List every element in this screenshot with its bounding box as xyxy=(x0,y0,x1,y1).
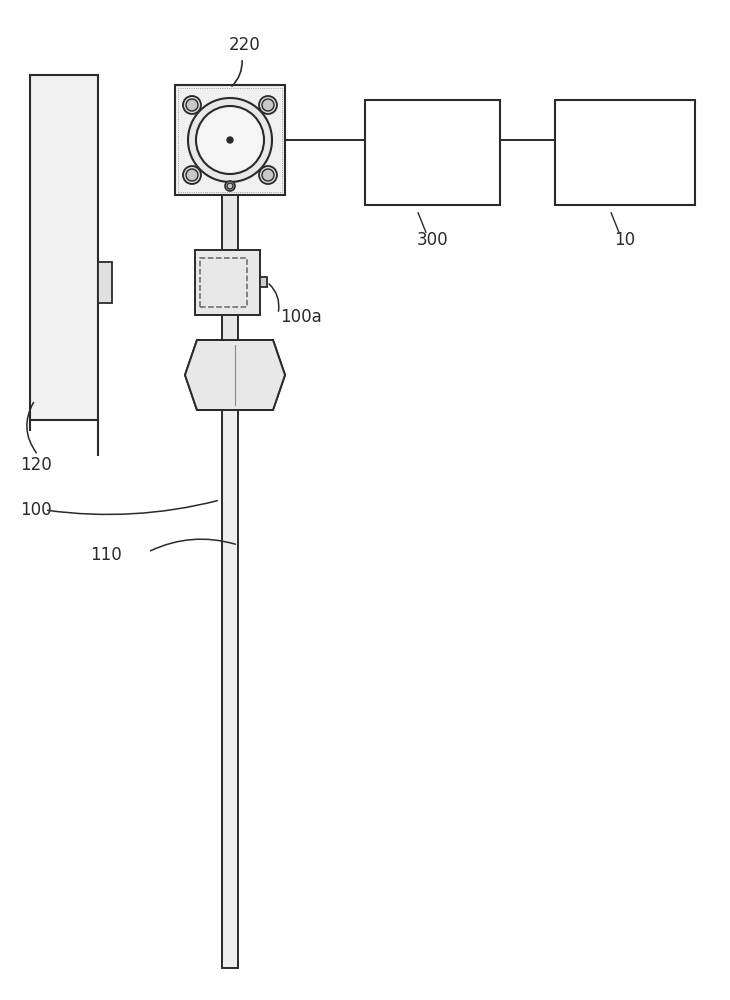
Bar xyxy=(200,258,247,307)
Bar xyxy=(555,100,695,205)
Circle shape xyxy=(186,99,198,111)
Text: 120: 120 xyxy=(20,456,52,474)
Bar xyxy=(260,277,267,287)
Bar xyxy=(222,315,238,340)
Polygon shape xyxy=(185,340,285,410)
Text: 100a: 100a xyxy=(280,308,322,326)
Circle shape xyxy=(227,183,233,189)
Circle shape xyxy=(259,96,277,114)
Text: 300: 300 xyxy=(416,231,447,249)
Bar xyxy=(220,133,240,139)
Circle shape xyxy=(183,166,201,184)
Circle shape xyxy=(188,98,272,182)
Text: 10: 10 xyxy=(615,231,636,249)
Text: 220: 220 xyxy=(229,36,261,54)
Bar xyxy=(30,75,98,420)
Bar xyxy=(195,250,260,315)
Circle shape xyxy=(262,169,274,181)
Bar xyxy=(365,100,500,205)
Text: 100: 100 xyxy=(20,501,52,519)
Bar xyxy=(98,262,112,303)
Circle shape xyxy=(183,96,201,114)
Bar xyxy=(175,85,285,195)
Polygon shape xyxy=(185,340,285,410)
Circle shape xyxy=(196,106,264,174)
Text: 110: 110 xyxy=(90,546,122,564)
Circle shape xyxy=(225,181,235,191)
Circle shape xyxy=(227,137,233,143)
Bar xyxy=(222,410,238,968)
Circle shape xyxy=(262,99,274,111)
Circle shape xyxy=(259,166,277,184)
Bar xyxy=(178,88,282,192)
Bar xyxy=(222,195,238,250)
Circle shape xyxy=(186,169,198,181)
